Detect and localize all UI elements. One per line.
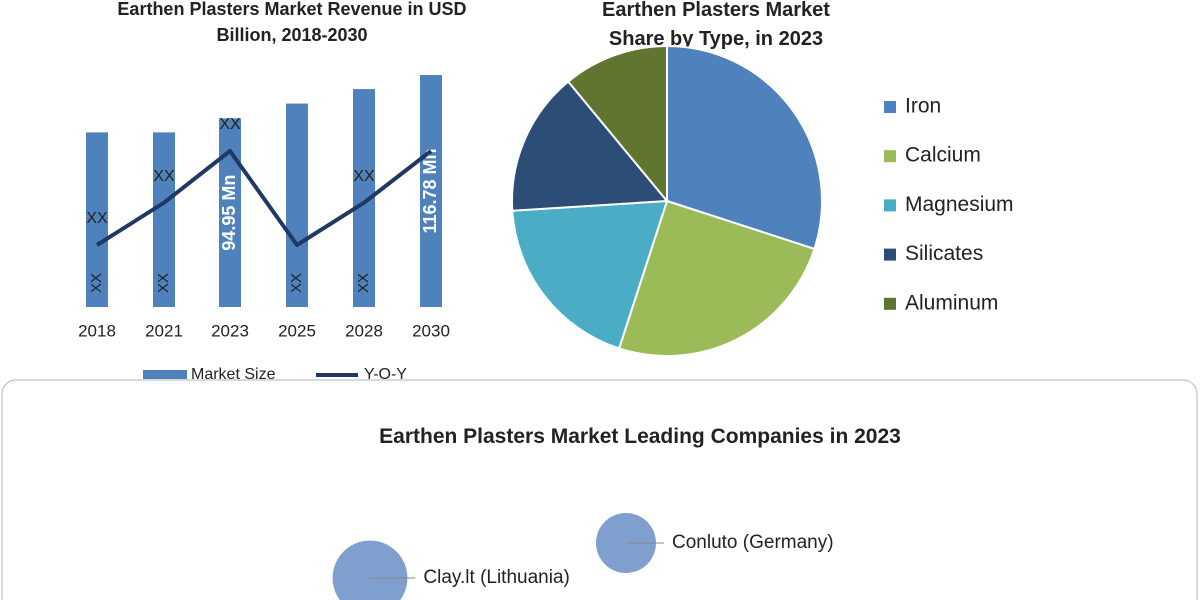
legend-swatch [884, 248, 896, 261]
bar [420, 75, 442, 307]
bar-label: 94.95 Mn [219, 175, 239, 251]
pie-slice [617, 199, 816, 357]
legend-swatch [884, 150, 896, 163]
x-tick-label: 2018 [78, 321, 116, 340]
legend-label: Market Size [191, 366, 276, 383]
legend-label: Aluminum [905, 291, 998, 314]
bar-label: XX [88, 273, 105, 293]
companies-title: Earthen Plasters Market Leading Companie… [379, 425, 901, 448]
legend-label: Silicates [905, 242, 983, 265]
x-tick-label: 2021 [145, 321, 183, 340]
legend-label: Iron [905, 95, 941, 118]
legend-swatch [143, 370, 187, 379]
legend-label: Magnesium [905, 193, 1014, 216]
pie-slice [566, 44, 668, 204]
pie-slice [666, 44, 823, 251]
legend-label: Y-O-Y [364, 366, 407, 383]
bar [153, 132, 175, 307]
legend-swatch [884, 101, 896, 113]
line-label: XX [153, 168, 175, 185]
company-label: Clay.lt (Lithuania) [423, 567, 569, 588]
bar-label: 116.78 Mn [420, 148, 440, 233]
line-label: XX [86, 210, 108, 227]
bar-label: XX [288, 273, 305, 293]
line-label: XX [353, 168, 375, 185]
legend-swatch [884, 297, 896, 310]
bar-label: XX [155, 273, 172, 293]
revenue-title: Earthen Plasters Market Revenue in USD B… [117, 0, 467, 46]
pie-slice [511, 199, 669, 350]
bar [219, 118, 241, 308]
company-label: Conluto (Germany) [672, 532, 834, 553]
share-title: Earthen Plasters Market Share by Type, i… [602, 0, 830, 50]
frame [1, 379, 1198, 600]
line-label: XX [219, 116, 241, 133]
pie-slice [511, 80, 670, 212]
bar [286, 103, 308, 307]
company-bubble [332, 540, 408, 600]
x-tick-label: 2030 [412, 321, 450, 340]
x-tick-label: 2025 [278, 321, 316, 340]
x-tick-label: 2023 [211, 321, 249, 340]
x-tick-label: 2028 [345, 321, 383, 340]
yoy-line [95, 149, 433, 247]
legend-label: Calcium [905, 144, 981, 167]
bar [353, 89, 375, 307]
bar [86, 132, 108, 307]
bar-label: XX [355, 273, 372, 293]
legend-swatch [884, 199, 896, 212]
